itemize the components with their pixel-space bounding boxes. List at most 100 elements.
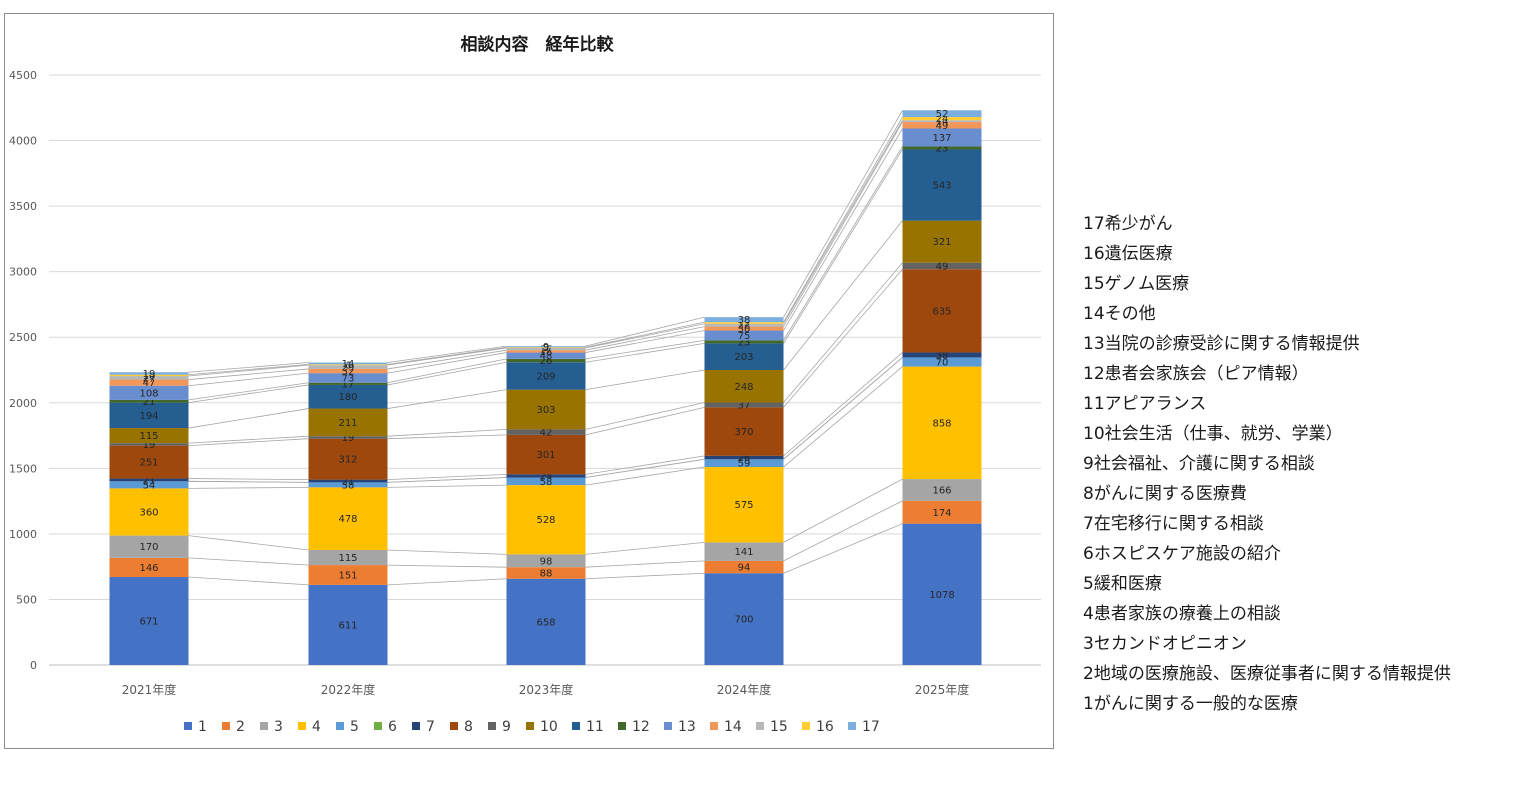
bar-segment-16 xyxy=(704,322,784,324)
data-label: 203 xyxy=(734,352,753,363)
bar-segment-16 xyxy=(109,374,189,377)
data-label: 30 xyxy=(738,324,751,335)
bar-segment-3 xyxy=(902,479,982,501)
y-tick-label: 0 xyxy=(30,659,37,672)
legend-label-5: 5 xyxy=(350,719,359,735)
bar-segment-17 xyxy=(506,346,586,348)
series-line-8 xyxy=(387,434,507,440)
category-list-item: 11アピアランス xyxy=(1083,394,1207,414)
series-line-13 xyxy=(585,330,705,353)
series-line-2 xyxy=(387,564,507,568)
bar-segment-4 xyxy=(308,487,388,551)
data-label: 6 xyxy=(345,360,351,371)
legend-swatch-14 xyxy=(710,722,718,730)
x-tick-label: 2024年度 xyxy=(717,682,772,697)
y-tick-label: 4000 xyxy=(9,135,37,148)
bar-segment-14 xyxy=(704,326,784,331)
bar-segment-15 xyxy=(902,120,982,123)
series-line-17 xyxy=(783,110,903,318)
data-label: 115 xyxy=(338,553,357,564)
series-line-10 xyxy=(585,369,705,391)
data-label: 17 xyxy=(342,379,355,390)
legend-swatch-10 xyxy=(526,722,534,730)
series-line-14 xyxy=(188,368,309,380)
bar-segment-1 xyxy=(109,577,189,665)
bar-segment-11 xyxy=(506,362,586,390)
series-line-3 xyxy=(783,478,903,543)
legend-label-12: 12 xyxy=(632,719,650,735)
data-label: 21 xyxy=(143,397,156,408)
category-list-item: 3セカンドオピニオン xyxy=(1083,634,1247,654)
bar-segment-8 xyxy=(506,434,586,475)
data-label: 108 xyxy=(139,388,158,399)
data-label: 528 xyxy=(536,515,555,526)
series-line-1 xyxy=(387,578,507,586)
series-line-13 xyxy=(783,128,903,331)
bar-segment-17 xyxy=(902,110,982,118)
bar-segment-16 xyxy=(308,364,388,366)
y-tick-label: 2000 xyxy=(9,397,37,410)
bar-segment-4 xyxy=(109,488,189,536)
series-line-12 xyxy=(585,339,705,360)
bar-segment-14 xyxy=(902,122,982,129)
data-label: 575 xyxy=(734,500,753,511)
bar-segment-4 xyxy=(902,366,982,480)
data-label: 21 xyxy=(143,475,156,486)
bar-segment-15 xyxy=(506,347,586,351)
data-label: 98 xyxy=(540,556,553,567)
data-label: 24 xyxy=(936,114,949,125)
data-label: 29 xyxy=(342,363,355,374)
bar-segment-17 xyxy=(109,372,189,375)
data-label: 12 xyxy=(738,318,751,329)
series-line-1 xyxy=(188,576,309,586)
data-label: 42 xyxy=(540,428,553,439)
bar-segment-3 xyxy=(506,554,586,568)
series-line-11 xyxy=(783,149,903,344)
data-label: 671 xyxy=(139,617,158,628)
series-line-12 xyxy=(387,358,507,384)
data-label: 19 xyxy=(342,433,355,444)
data-label: 635 xyxy=(932,306,951,317)
category-list-item: 1がんに関する一般的な医療 xyxy=(1083,694,1298,714)
series-line-4 xyxy=(585,466,705,486)
data-label: 151 xyxy=(338,570,357,581)
data-label: 73 xyxy=(342,373,355,384)
data-label: 312 xyxy=(338,455,357,466)
series-line-6 xyxy=(387,477,507,483)
data-label: 59 xyxy=(738,459,751,470)
series-line-6 xyxy=(585,458,705,478)
bar-segment-13 xyxy=(308,373,388,383)
data-label: 141 xyxy=(734,547,753,558)
series-line-16 xyxy=(585,321,705,348)
data-label: 88 xyxy=(540,568,553,579)
bar-segment-12 xyxy=(109,399,189,403)
series-line-2 xyxy=(783,500,903,562)
stacked-bar-chart: 相談内容 経年比較 0 500 1000 1500 2000 2500 3000 3500 400… xyxy=(9,34,1041,735)
series-line-10 xyxy=(387,389,507,409)
bar-segment-10 xyxy=(308,408,388,437)
data-label: 194 xyxy=(139,411,158,422)
category-list-item: 8がんに関する医療費 xyxy=(1083,484,1247,504)
series-line-10 xyxy=(188,408,309,429)
legend-label-6: 6 xyxy=(388,719,397,735)
series-line-6 xyxy=(783,357,903,460)
data-label: 37 xyxy=(738,400,751,411)
legend-swatch-7 xyxy=(412,722,420,730)
bar-segment-5 xyxy=(506,477,586,486)
series-line-8 xyxy=(585,406,705,436)
legend-label-11: 11 xyxy=(586,719,604,735)
data-label: 49 xyxy=(936,121,949,132)
bar-segment-3 xyxy=(109,535,189,558)
series-line-14 xyxy=(387,349,507,370)
bar-segment-14 xyxy=(308,368,388,374)
x-tick-label: 2021年度 xyxy=(122,682,177,697)
data-label: 18 xyxy=(540,347,553,358)
bar-segment-9 xyxy=(704,402,784,408)
legend-label-2: 2 xyxy=(236,719,245,735)
bar-segment-12 xyxy=(506,358,586,363)
legend-label-1: 1 xyxy=(198,719,207,735)
x-tick-label: 2025年度 xyxy=(915,682,970,697)
category-list-item: 14その他 xyxy=(1083,304,1156,324)
series-line-1 xyxy=(585,572,705,580)
category-list-item: 13当院の診療受診に関する情報提供 xyxy=(1083,334,1360,354)
